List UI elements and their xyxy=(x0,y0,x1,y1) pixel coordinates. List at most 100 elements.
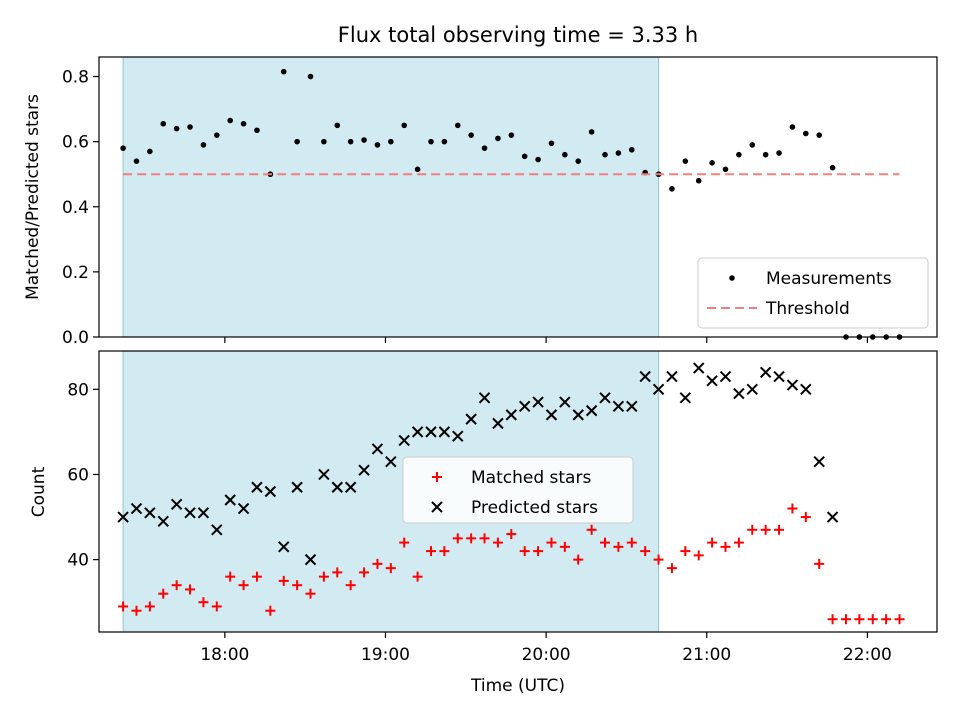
measurement-point xyxy=(227,117,233,124)
measurement-point xyxy=(428,138,434,145)
matched-star-point xyxy=(800,512,811,523)
predicted-star-point xyxy=(612,400,625,413)
measurement-point xyxy=(829,164,836,171)
matched-star-point xyxy=(760,524,771,535)
matched-star-point xyxy=(385,563,396,574)
predicted-star-point xyxy=(278,541,290,553)
bottom-panel: 40 60 80 18:00 19:00 20:00 21:00 22:00 Count T… xyxy=(29,350,938,696)
measurement-point xyxy=(441,138,448,145)
measurement-point xyxy=(562,151,568,158)
top-legend: Measurements Threshold xyxy=(697,257,929,329)
measurement-point xyxy=(709,160,715,166)
measurement-point xyxy=(776,150,782,156)
predicted-star-point xyxy=(291,481,303,493)
y-tick-label: 0.6 xyxy=(62,133,89,153)
predicted-star-point xyxy=(331,481,343,493)
predicted-star-point xyxy=(719,370,732,383)
matched-star-point xyxy=(693,550,704,561)
legend-item: Matched stars xyxy=(432,468,591,488)
matched-star-point xyxy=(827,614,838,625)
y-tick-label: 0.0 xyxy=(62,328,89,348)
legend-label: Measurements xyxy=(766,269,892,289)
measurement-point xyxy=(789,124,796,130)
predicted-star-point xyxy=(465,413,477,425)
predicted-star-point xyxy=(224,494,236,506)
measurement-point xyxy=(414,166,421,173)
predicted-star-point xyxy=(786,379,799,391)
matched-star-point xyxy=(452,533,463,544)
predicted-star-point xyxy=(385,455,397,468)
measurement-point xyxy=(736,151,742,158)
matched-star-point xyxy=(881,614,892,625)
matched-star-point xyxy=(359,567,370,578)
measurement-point xyxy=(481,145,488,151)
measurement-point xyxy=(669,186,675,192)
predicted-star-point xyxy=(505,409,518,421)
y-tick-label: 40 xyxy=(67,551,89,571)
matched-star-point xyxy=(707,537,718,548)
matched-star-point xyxy=(251,571,262,582)
measurement-point xyxy=(200,142,207,148)
matched-star-point xyxy=(479,533,490,544)
measurement-point xyxy=(803,130,809,137)
measurement-point xyxy=(495,135,501,142)
matched-star-point xyxy=(265,605,276,616)
measurement-point xyxy=(722,166,729,173)
matched-star-point xyxy=(225,571,236,582)
predicted-star-point xyxy=(358,464,370,476)
measurement-point xyxy=(334,122,341,129)
y-tick-label: 0.2 xyxy=(62,263,89,283)
chart-title: Flux total observing time = 3.33 h xyxy=(338,23,698,47)
matched-star-point xyxy=(399,537,410,548)
legend-marker-x xyxy=(431,501,443,513)
top-axes-frame xyxy=(98,56,938,338)
measurement-point xyxy=(535,156,541,163)
matched-star-point xyxy=(318,571,329,582)
matched-star-point xyxy=(733,537,744,548)
matched-star-point xyxy=(867,614,878,625)
predicted-star-point xyxy=(478,392,491,404)
predicted-star-point xyxy=(344,481,357,493)
y-tick-label: 60 xyxy=(67,465,89,485)
predicted-star-point xyxy=(518,400,531,413)
matched-star-point xyxy=(372,558,383,569)
measurement-point xyxy=(682,158,689,164)
matched-star-point xyxy=(613,541,624,552)
measurement-point xyxy=(695,177,702,184)
matched-star-point xyxy=(894,614,905,625)
matched-star-point xyxy=(814,558,825,569)
matched-star-point xyxy=(840,614,851,625)
predicted-star-point xyxy=(170,498,183,510)
predicted-star-point xyxy=(585,404,598,417)
matched-star-point xyxy=(666,563,677,574)
matched-star-point xyxy=(519,546,530,557)
matched-star-point xyxy=(292,580,303,591)
predicted-star-point xyxy=(398,434,410,447)
legend-marker-plus xyxy=(432,472,442,482)
measurement-point xyxy=(468,132,474,138)
measurement-point xyxy=(588,129,595,135)
x-axis-label: Time (UTC) xyxy=(470,676,565,696)
matched-star-point xyxy=(278,575,289,586)
matched-star-point xyxy=(559,541,570,552)
matched-star-point xyxy=(144,601,155,612)
matched-star-point xyxy=(640,546,651,557)
measurement-point xyxy=(816,132,822,138)
measurement-point xyxy=(280,68,287,75)
x-tick-label: 19:00 xyxy=(361,645,410,665)
predicted-star-point xyxy=(211,524,223,536)
matched-star-point xyxy=(533,546,544,557)
matched-star-point xyxy=(466,533,477,544)
shaded-observing-window xyxy=(122,56,660,338)
y-tick-label: 0.4 xyxy=(62,198,89,218)
matched-star-point xyxy=(854,614,865,625)
matched-star-point xyxy=(305,588,316,599)
predicted-star-point xyxy=(679,392,692,404)
legend-item: Measurements xyxy=(729,269,892,289)
predicted-star-point xyxy=(559,396,571,408)
matched-star-point xyxy=(171,580,182,591)
top-panel: 0.00.20.40.60.8 Matched/Predicted stars … xyxy=(23,56,938,348)
matched-star-point xyxy=(211,601,222,612)
y-tick-label: 0.8 xyxy=(62,68,89,88)
